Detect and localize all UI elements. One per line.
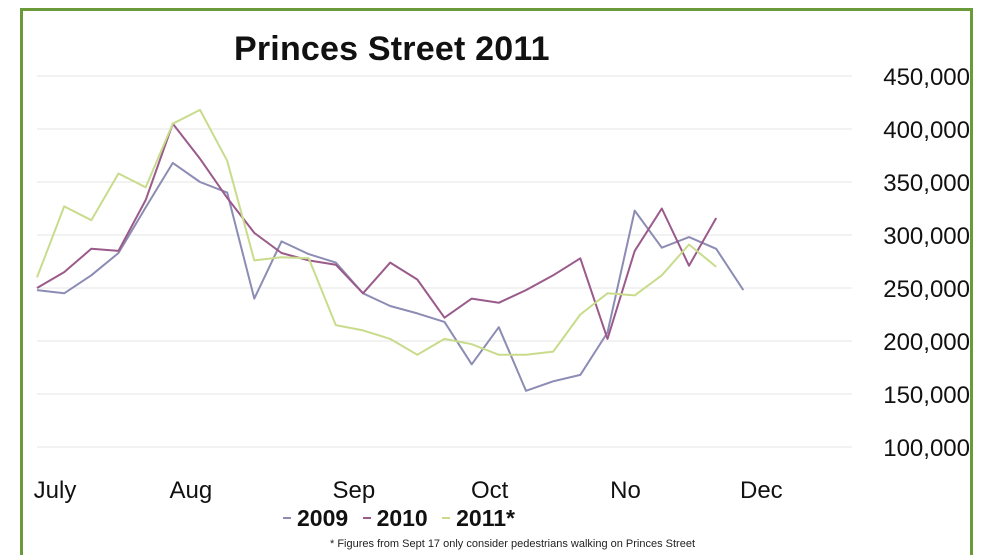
chart-frame bbox=[20, 8, 973, 555]
y-tick-label: 400,000 bbox=[883, 117, 970, 144]
x-tick-label: Dec bbox=[740, 477, 783, 504]
series-line-2010 bbox=[36, 122, 718, 340]
series-line-2009 bbox=[36, 161, 745, 392]
x-tick-label: Oct bbox=[471, 477, 509, 504]
legend-swatch-2010 bbox=[362, 516, 371, 519]
gridlines bbox=[37, 75, 852, 448]
series-lines bbox=[36, 108, 745, 392]
legend-label-2010: 2010 bbox=[376, 505, 428, 531]
x-tick-label: No bbox=[610, 477, 641, 504]
x-axis-ticks: July Aug Sep Oct No Dec bbox=[34, 477, 783, 504]
y-axis-ticks: 100,000 150,000 200,000 250,000 300,000 350,0… bbox=[883, 64, 970, 462]
chart-title: Princes Street 2011 bbox=[234, 30, 550, 68]
y-tick-label: 450,000 bbox=[883, 64, 970, 91]
y-tick-label: 250,000 bbox=[883, 276, 970, 303]
y-tick-label: 200,000 bbox=[883, 329, 970, 356]
y-tick-label: 300,000 bbox=[883, 223, 970, 250]
y-tick-label: 100,000 bbox=[883, 435, 970, 462]
y-tick-label: 150,000 bbox=[883, 382, 970, 409]
legend-swatch-2011 bbox=[442, 516, 451, 519]
x-tick-label: Sep bbox=[332, 477, 375, 504]
legend-item-2010: 2010 bbox=[362, 505, 428, 532]
legend-item-2011: 2011* bbox=[442, 505, 515, 532]
legend: 2009 2010 2011* bbox=[283, 505, 523, 532]
x-tick-label: Aug bbox=[169, 477, 212, 504]
legend-label-2011: 2011* bbox=[456, 505, 515, 531]
legend-item-2009: 2009 bbox=[283, 505, 348, 532]
footnote: * Figures from Sept 17 only consider ped… bbox=[330, 538, 696, 550]
y-tick-label: 350,000 bbox=[883, 170, 970, 197]
legend-swatch-2009 bbox=[283, 516, 291, 519]
x-tick-label: July bbox=[34, 477, 77, 504]
series-line-2011 bbox=[36, 108, 717, 356]
legend-label-2009: 2009 bbox=[297, 505, 349, 531]
